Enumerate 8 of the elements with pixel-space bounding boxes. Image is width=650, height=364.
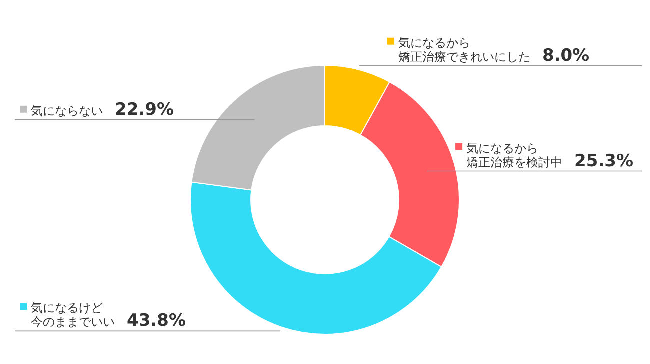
legend-label: 気になるから矯正治療できれいにした: [398, 36, 530, 64]
legend-label: 気にならない: [31, 104, 103, 118]
data-label: 8.0%: [542, 46, 590, 66]
data-label: 25.3%: [574, 151, 634, 172]
legend-label: 気になるから矯正治療を検討中: [466, 141, 563, 170]
data-label: 43.8%: [127, 311, 186, 332]
data-label: 22.9%: [115, 100, 174, 120]
legend-label: 気になるけど今のままでいい: [31, 301, 115, 330]
